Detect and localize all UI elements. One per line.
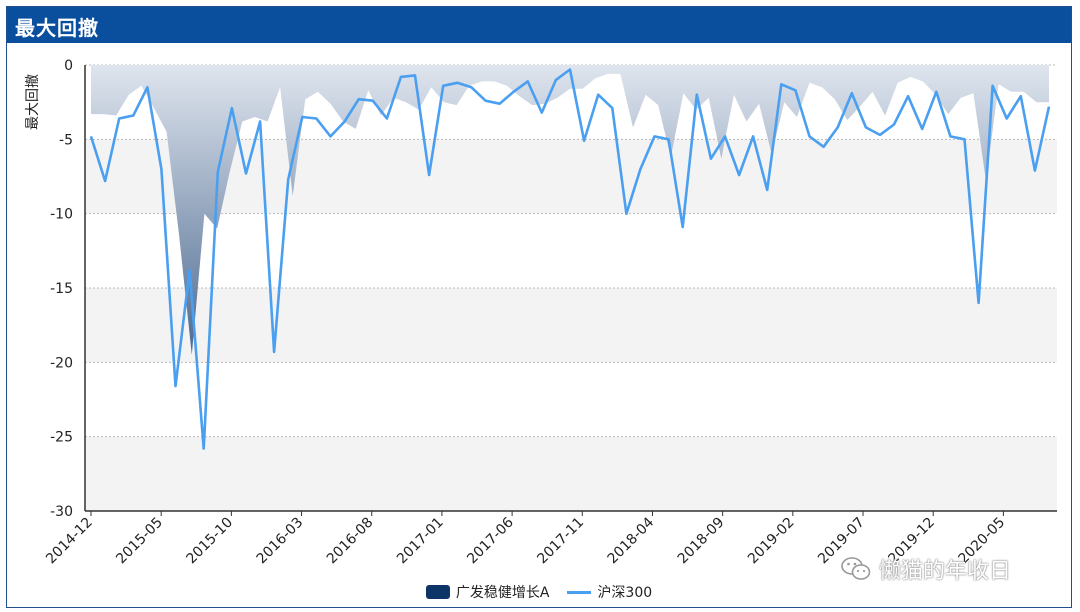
y-tick-label: -20 [50,355,73,371]
x-tick-label: 2015-05 [113,515,166,568]
wechat-icon [841,557,871,580]
legend-item-index[interactable]: 沪深300 [567,582,652,602]
drawdown-chart: 0 -5 -10 -15 -20 -25 -30 2014-12 2015-05 2015-10… [25,58,1057,568]
y-tick-label: -25 [50,430,73,446]
watermark: 懒猫的年收日 [841,553,1011,585]
x-tick-label: 2016-03 [254,515,307,568]
x-tick-label: 2017-01 [394,515,447,568]
x-tick-label: 2017-06 [464,514,517,567]
fund-drawdown-area [91,65,1049,355]
plot-band [85,436,1057,511]
chart-panel: 最大回撤 0 -5 -10 -15 -20 -25 -30 2014-12 2015-05 20… [6,6,1072,608]
legend-label-fund: 广发稳健增长A [455,585,550,601]
legend: 广发稳健增长A 沪深300 [7,581,1071,603]
legend-item-fund[interactable]: 广发稳健增长A [425,582,550,602]
x-tick-label: 2019-02 [745,515,798,568]
plot-band [85,139,1057,214]
legend-swatch-line [567,590,592,594]
y-axis-title: 最大回撤 [25,74,41,130]
plot-band [85,288,1057,363]
watermark-text: 懒猫的年收日 [879,559,1012,584]
y-tick-label: -5 [59,132,73,148]
legend-label-index: 沪深300 [597,585,653,601]
x-tick-label: 2015-10 [184,515,237,568]
index-drawdown-line [89,68,1051,450]
y-tick-label: -30 [50,504,73,520]
x-tick-label: 2018-09 [675,515,728,568]
x-tick-label: 2018-04 [605,514,658,567]
y-tick-label: -10 [50,207,73,223]
chart-title: 最大回撤 [15,16,99,40]
legend-swatch-area [425,585,450,599]
y-tick-label: -15 [50,281,73,297]
y-tick-label: 0 [64,58,73,74]
x-tick-label: 2016-08 [324,515,377,568]
title-bar: 最大回撤 [7,7,1071,43]
x-tick-label: 2014-12 [43,515,96,568]
x-tick-label: 2017-11 [534,515,587,568]
